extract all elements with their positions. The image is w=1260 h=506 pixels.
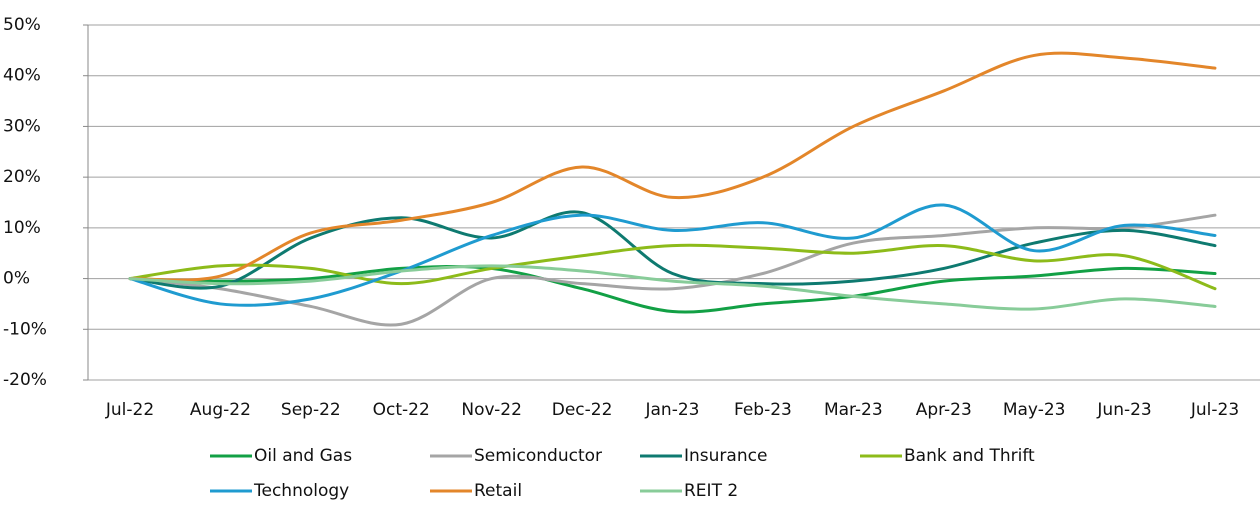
- y-tick-label: 50%: [3, 15, 41, 35]
- series-line: [128, 203, 1217, 307]
- series-line: [128, 264, 1217, 314]
- x-tick-label: Feb-23: [734, 400, 792, 420]
- legend-label: Semiconductor: [474, 446, 602, 466]
- x-tick-label: Jan-23: [645, 400, 700, 420]
- x-tick-label: Jul-23: [1190, 400, 1239, 420]
- series-line: [128, 51, 1217, 282]
- y-tick-label: 20%: [3, 167, 41, 187]
- x-tick-label: Nov-22: [461, 400, 522, 420]
- series-line: [128, 210, 1217, 290]
- y-tick-label: -10%: [3, 319, 47, 339]
- legend-label: REIT 2: [684, 481, 738, 501]
- series-line: [128, 213, 1217, 327]
- series-line: [128, 243, 1217, 291]
- x-tick-label: Oct-22: [373, 400, 430, 420]
- x-tick-label: Jun-23: [1096, 400, 1151, 420]
- legend-label: Oil and Gas: [254, 446, 352, 466]
- y-tick-label: 0%: [3, 269, 30, 289]
- x-tick-label: Aug-22: [190, 400, 251, 420]
- y-tick-label: 40%: [3, 66, 41, 86]
- x-tick-label: Apr-23: [916, 400, 972, 420]
- legend-label: Bank and Thrift: [904, 446, 1035, 466]
- x-tick-label: May-23: [1003, 400, 1066, 420]
- legend-label: Insurance: [684, 446, 767, 466]
- x-tick-label: Dec-22: [552, 400, 613, 420]
- legend-label: Retail: [474, 481, 522, 501]
- series-line: [128, 264, 1217, 311]
- x-tick-label: Mar-23: [824, 400, 883, 420]
- x-tick-label: Sep-22: [281, 400, 341, 420]
- x-tick-label: Jul-22: [105, 400, 154, 420]
- y-tick-label: 30%: [3, 116, 41, 136]
- y-tick-label: -20%: [3, 370, 47, 390]
- y-tick-label: 10%: [3, 218, 41, 238]
- legend-label: Technology: [253, 481, 349, 501]
